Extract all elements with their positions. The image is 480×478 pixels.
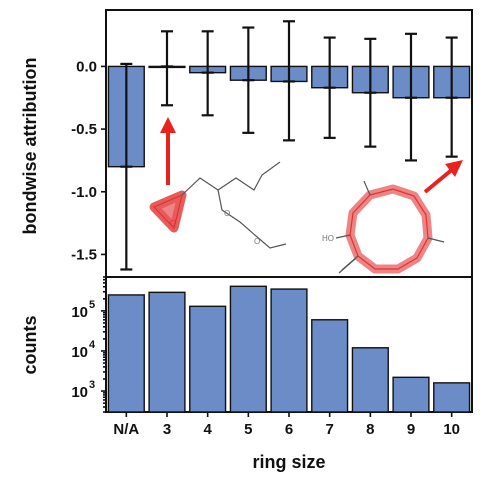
count-bar-5 (229, 285, 267, 413)
bottom-y-tick-label: 10 (71, 384, 88, 401)
x-tick-label-10: 10 (443, 421, 460, 438)
count-bar-N/A (107, 294, 145, 413)
left-molecule-atom-label: O (170, 219, 176, 228)
count-bar-3 (148, 291, 186, 413)
error-bar-6 (283, 20, 295, 142)
arrow-to-3-ring (160, 117, 176, 185)
error-bar-N/A (120, 62, 133, 271)
bottom-y-tick-label: 10 (71, 304, 88, 321)
ring-highlight (345, 184, 433, 274)
x-tick-label-7: 7 (325, 421, 333, 438)
left-molecule-atom-label-2: O (224, 209, 230, 218)
bottom-bars (107, 285, 471, 413)
molecule-inset-right: HO (322, 180, 445, 274)
count-bar-10 (433, 382, 471, 413)
top-y-tick-label: -1.0 (71, 184, 97, 201)
bottom-y-tick-exponent: 4 (89, 339, 96, 351)
molecule-inset-left: O O O (149, 161, 287, 249)
x-tick-label-N/A: N/A (113, 421, 139, 438)
count-bar-4 (189, 305, 227, 413)
arrow-to-10-ring (423, 160, 463, 194)
error-bar-7 (323, 36, 336, 139)
top-y-ticks: 0.0 -0.5 -1.0 -1.5 (71, 58, 106, 263)
top-panel: 0.0 -0.5 -1.0 -1.5 bondwise attribution (20, 9, 473, 278)
bottom-y-axis-label: counts (20, 315, 40, 374)
count-bar-6 (270, 288, 308, 413)
count-bar-9 (392, 376, 430, 413)
count-bar-7 (311, 319, 349, 413)
error-bar-3 (161, 30, 173, 107)
error-bar-9 (405, 32, 417, 162)
error-bar-4 (201, 30, 214, 117)
x-tick-label-8: 8 (366, 421, 374, 438)
error-bar-8 (364, 37, 377, 148)
x-axis-label: ring size (252, 452, 325, 472)
bottom-y-tick-label: 10 (71, 344, 88, 361)
top-y-axis-label: bondwise attribution (20, 58, 40, 235)
top-y-tick-label: -1.5 (71, 246, 97, 263)
right-molecule-atom-label: HO (322, 234, 334, 243)
top-y-tick-label: 0.0 (76, 58, 97, 75)
bottom-y-tick-exponent: 5 (89, 299, 95, 311)
error-bar-10 (445, 36, 458, 158)
x-tick-label-6: 6 (285, 421, 293, 438)
x-tick-label-5: 5 (244, 421, 252, 438)
x-tick-label-3: 3 (163, 421, 171, 438)
x-tick-labels: N/A 3 4 5 6 7 8 9 10 (113, 412, 460, 438)
x-tick-label-9: 9 (407, 421, 415, 438)
error-bar-5 (242, 26, 255, 134)
left-molecule-atom-label-3: O (254, 237, 260, 246)
top-error-bars (120, 20, 458, 271)
top-y-tick-label: -0.5 (71, 121, 97, 138)
count-bar-8 (351, 347, 389, 413)
bottom-y-tick-exponent: 3 (89, 379, 95, 391)
x-tick-label-4: 4 (203, 421, 212, 438)
